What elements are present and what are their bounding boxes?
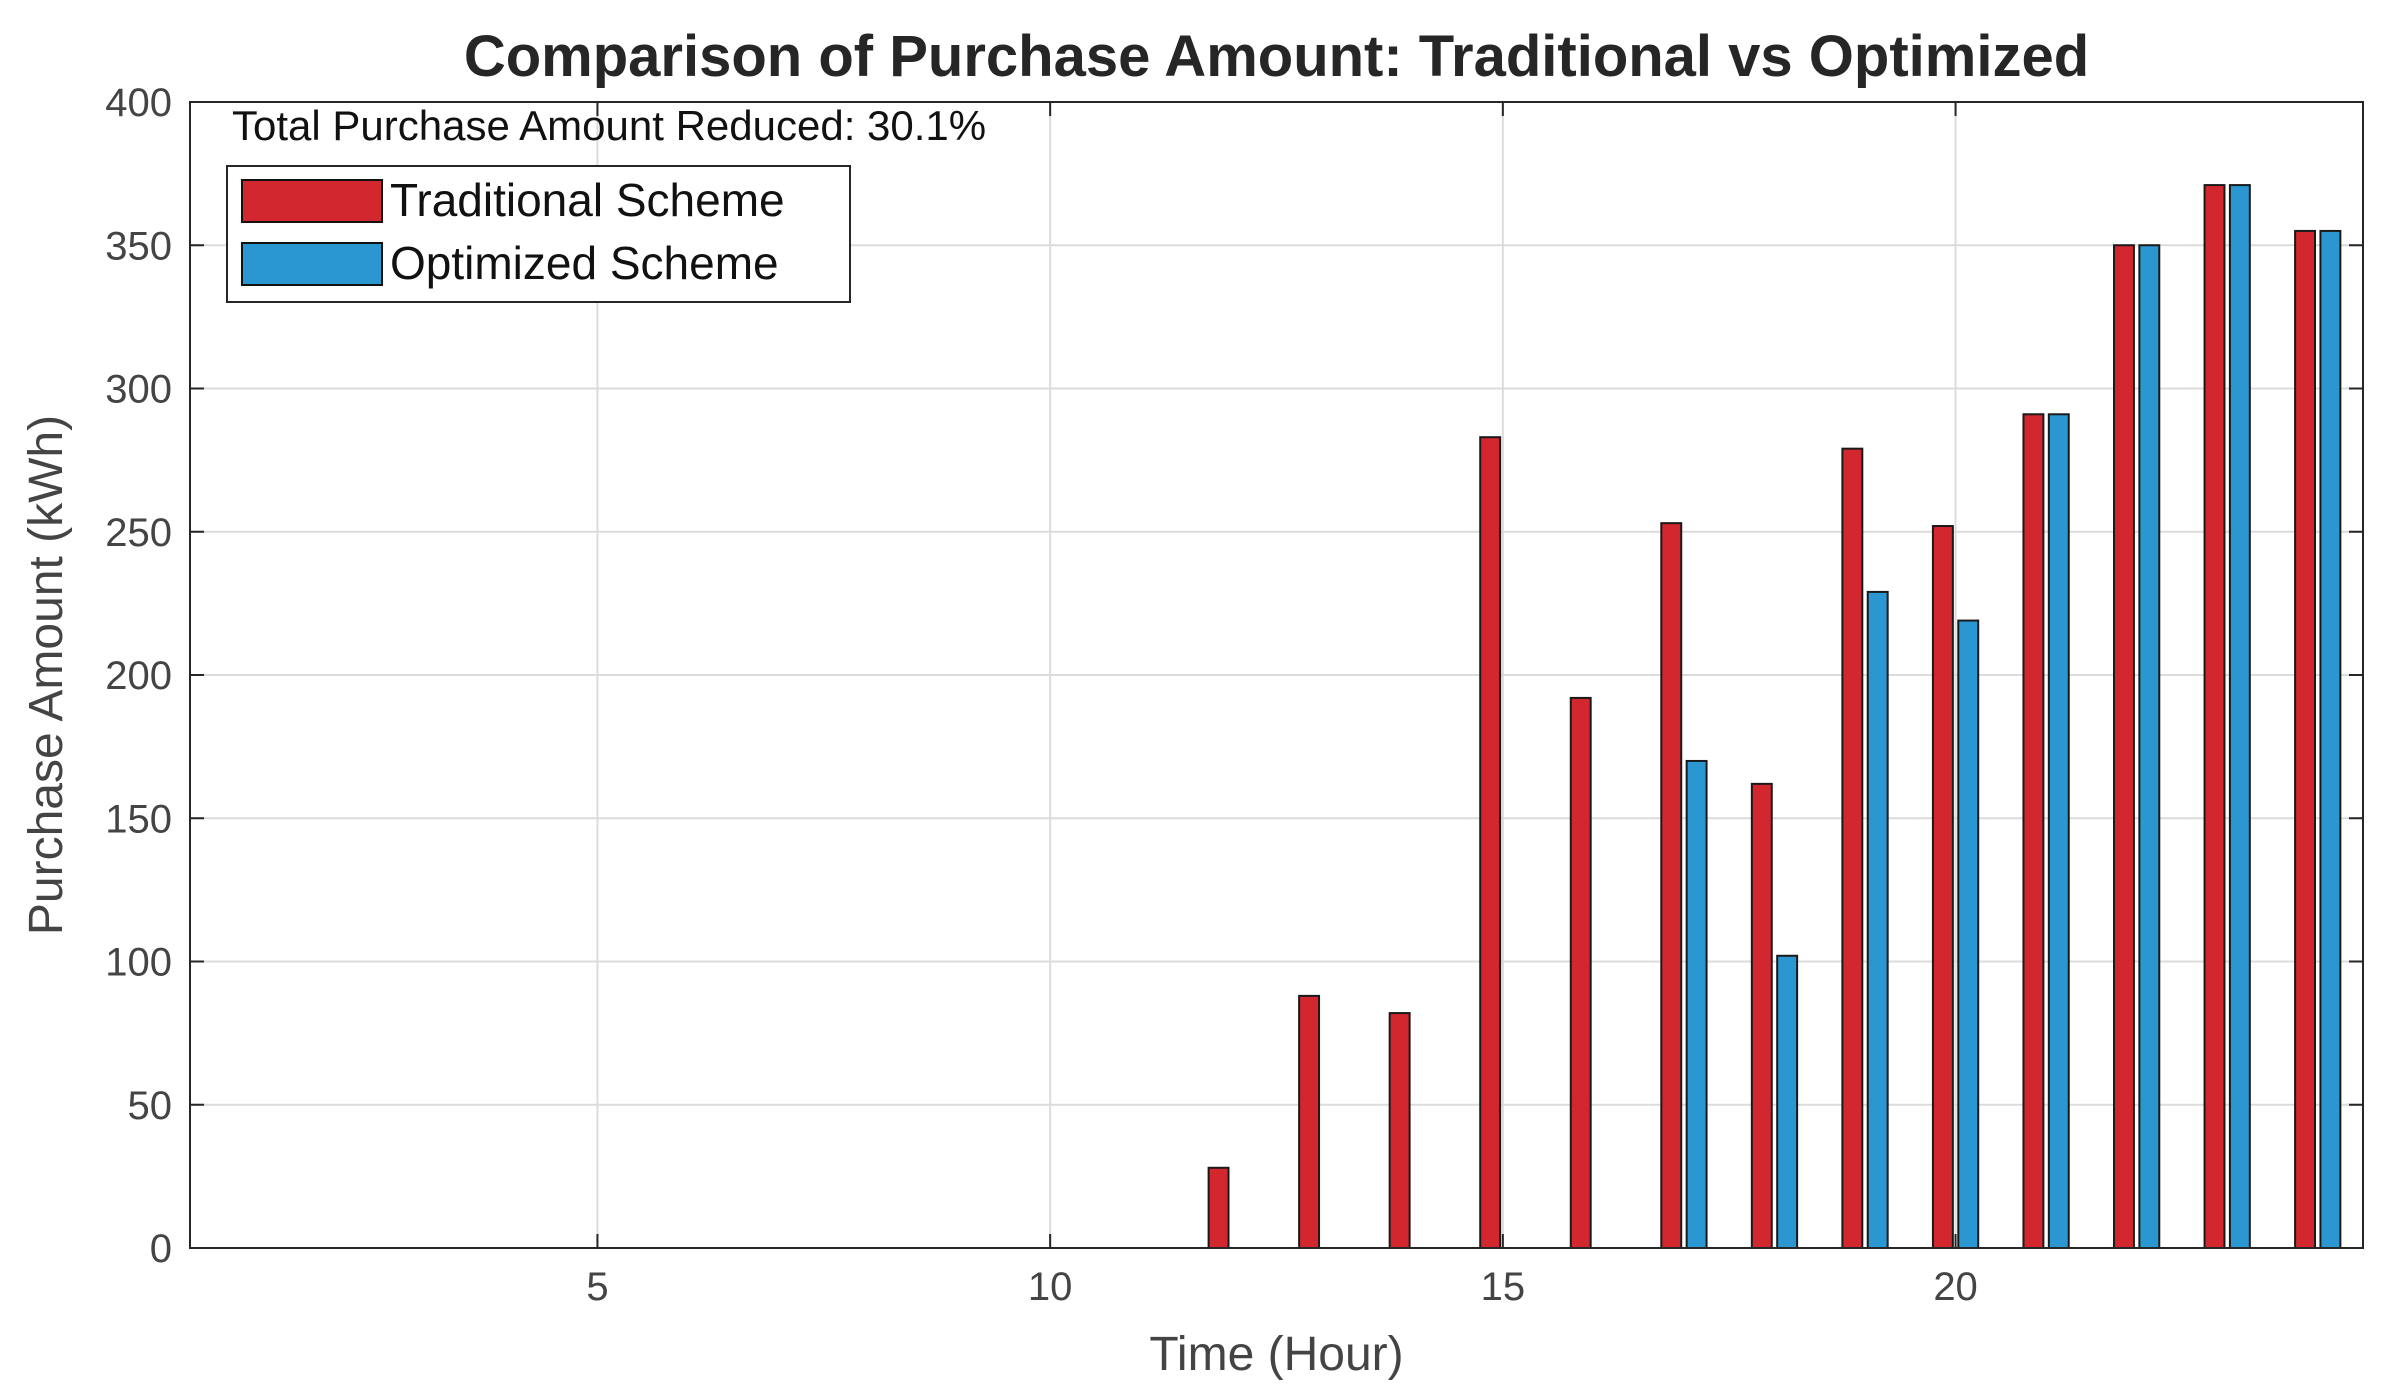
bar-traditional bbox=[2203, 184, 2226, 1250]
x-tick-label: 10 bbox=[1028, 1265, 1073, 1309]
bar-optimized bbox=[1957, 619, 1980, 1249]
y-axis-label: Purchase Amount (kWh) bbox=[20, 415, 73, 935]
y-tick-label: 150 bbox=[105, 797, 172, 841]
bar-traditional bbox=[1479, 436, 1502, 1249]
bar-traditional bbox=[2113, 244, 2135, 1249]
bar-optimized bbox=[2138, 244, 2161, 1249]
y-tick-label: 250 bbox=[105, 511, 172, 555]
bar-traditional bbox=[1298, 994, 1321, 1249]
x-tick-label: 15 bbox=[1481, 1265, 1526, 1309]
bar-optimized bbox=[2319, 229, 2342, 1250]
x-axis-label: Time (Hour) bbox=[1149, 1328, 1403, 1381]
y-tick-label: 200 bbox=[105, 654, 172, 698]
x-tick-label: 5 bbox=[586, 1265, 608, 1309]
y-tick-label: 350 bbox=[105, 224, 172, 268]
bar-optimized bbox=[2047, 413, 2070, 1250]
bars bbox=[1207, 184, 2342, 1250]
bar-traditional bbox=[1569, 696, 1592, 1249]
y-tick-label: 300 bbox=[105, 368, 172, 412]
bar-traditional bbox=[1388, 1012, 1411, 1249]
legend-swatch-optimized bbox=[241, 242, 383, 286]
axis-ticks: 0 50 100 150 200 250 300 350 400 5 10 15 20 bbox=[105, 81, 2363, 1309]
bar-optimized bbox=[1866, 590, 1889, 1249]
x-tick-label: 20 bbox=[1933, 1265, 1978, 1309]
bar-traditional bbox=[2022, 413, 2045, 1250]
reduction-annotation: Total Purchase Amount Reduced: 30.1% bbox=[232, 102, 986, 149]
bar-traditional bbox=[1750, 782, 1773, 1249]
chart-title: Comparison of Purchase Amount: Tradition… bbox=[464, 24, 2089, 89]
legend-label-optimized: Optimized Scheme bbox=[390, 237, 779, 289]
y-tick-label: 100 bbox=[105, 941, 172, 985]
y-tick-label: 0 bbox=[150, 1227, 172, 1271]
bar-optimized bbox=[1685, 759, 1708, 1249]
bar-traditional bbox=[1931, 525, 1954, 1249]
legend: Traditional Scheme Optimized Scheme bbox=[226, 165, 851, 303]
bar-traditional bbox=[1841, 447, 1864, 1250]
bar-traditional bbox=[1660, 522, 1683, 1249]
bar-traditional bbox=[2294, 229, 2317, 1250]
y-tick-label: 400 bbox=[105, 81, 172, 125]
legend-swatch-traditional bbox=[241, 179, 383, 223]
bar-optimized bbox=[2228, 184, 2251, 1250]
bar-traditional bbox=[1207, 1166, 1230, 1250]
legend-label-traditional: Traditional Scheme bbox=[390, 174, 785, 226]
bar-optimized bbox=[1776, 954, 1799, 1250]
y-tick-label: 50 bbox=[128, 1084, 173, 1128]
